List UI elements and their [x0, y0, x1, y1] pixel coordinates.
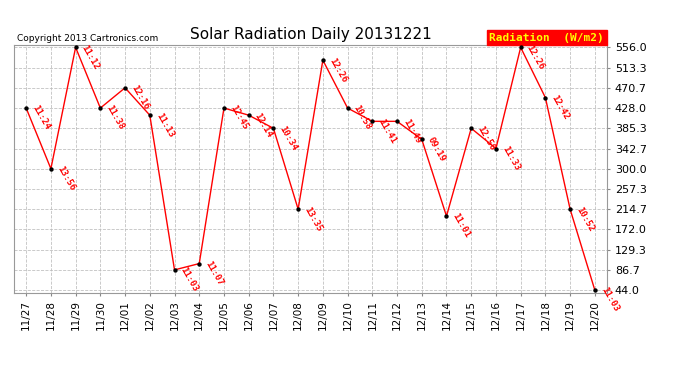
Text: 11:33: 11:33 [500, 144, 522, 172]
Text: 11:24: 11:24 [30, 104, 52, 132]
Text: 09:19: 09:19 [426, 135, 447, 163]
Point [589, 287, 600, 293]
Text: 12:14: 12:14 [253, 111, 274, 139]
Text: 12:50: 12:50 [475, 124, 497, 152]
Point [491, 146, 502, 152]
Point [515, 44, 526, 50]
Point [46, 166, 57, 172]
Text: 12:26: 12:26 [525, 43, 546, 71]
Text: 10:58: 10:58 [352, 104, 373, 132]
Text: Radiation  (W/m2): Radiation (W/m2) [489, 33, 604, 42]
Point [194, 261, 205, 267]
Point [540, 94, 551, 100]
Text: 11:07: 11:07 [204, 260, 225, 287]
Point [70, 44, 81, 50]
Point [119, 85, 130, 91]
Point [169, 267, 180, 273]
Text: 11:49: 11:49 [401, 117, 422, 145]
Point [317, 57, 328, 63]
Text: 11:13: 11:13 [154, 111, 175, 139]
Text: 12:42: 12:42 [549, 93, 571, 121]
Text: 12:26: 12:26 [327, 56, 348, 84]
Title: Solar Radiation Daily 20131221: Solar Radiation Daily 20131221 [190, 27, 431, 42]
Point [219, 105, 230, 111]
Point [416, 136, 427, 142]
Text: Copyright 2013 Cartronics.com: Copyright 2013 Cartronics.com [17, 33, 158, 42]
Point [243, 112, 254, 118]
Text: 11:12: 11:12 [80, 43, 101, 71]
Point [268, 125, 279, 131]
Text: 13:35: 13:35 [302, 205, 324, 233]
Point [21, 105, 32, 111]
Point [367, 118, 378, 124]
Text: 11:41: 11:41 [377, 117, 397, 145]
Point [95, 105, 106, 111]
Text: 12:45: 12:45 [228, 104, 249, 132]
Point [441, 213, 452, 219]
Text: 11:03: 11:03 [179, 266, 200, 294]
Point [466, 125, 477, 131]
Point [391, 118, 402, 124]
Text: 13:56: 13:56 [55, 165, 77, 192]
Point [144, 112, 155, 118]
Text: 12:16: 12:16 [129, 84, 150, 111]
Point [293, 206, 304, 212]
Text: 10:34: 10:34 [277, 124, 299, 152]
Text: 10:52: 10:52 [574, 205, 595, 233]
Text: 11:01: 11:01 [451, 212, 472, 240]
Text: 11:03: 11:03 [599, 286, 620, 314]
Point [342, 105, 353, 111]
Point [564, 206, 575, 212]
Text: 11:38: 11:38 [104, 104, 126, 132]
